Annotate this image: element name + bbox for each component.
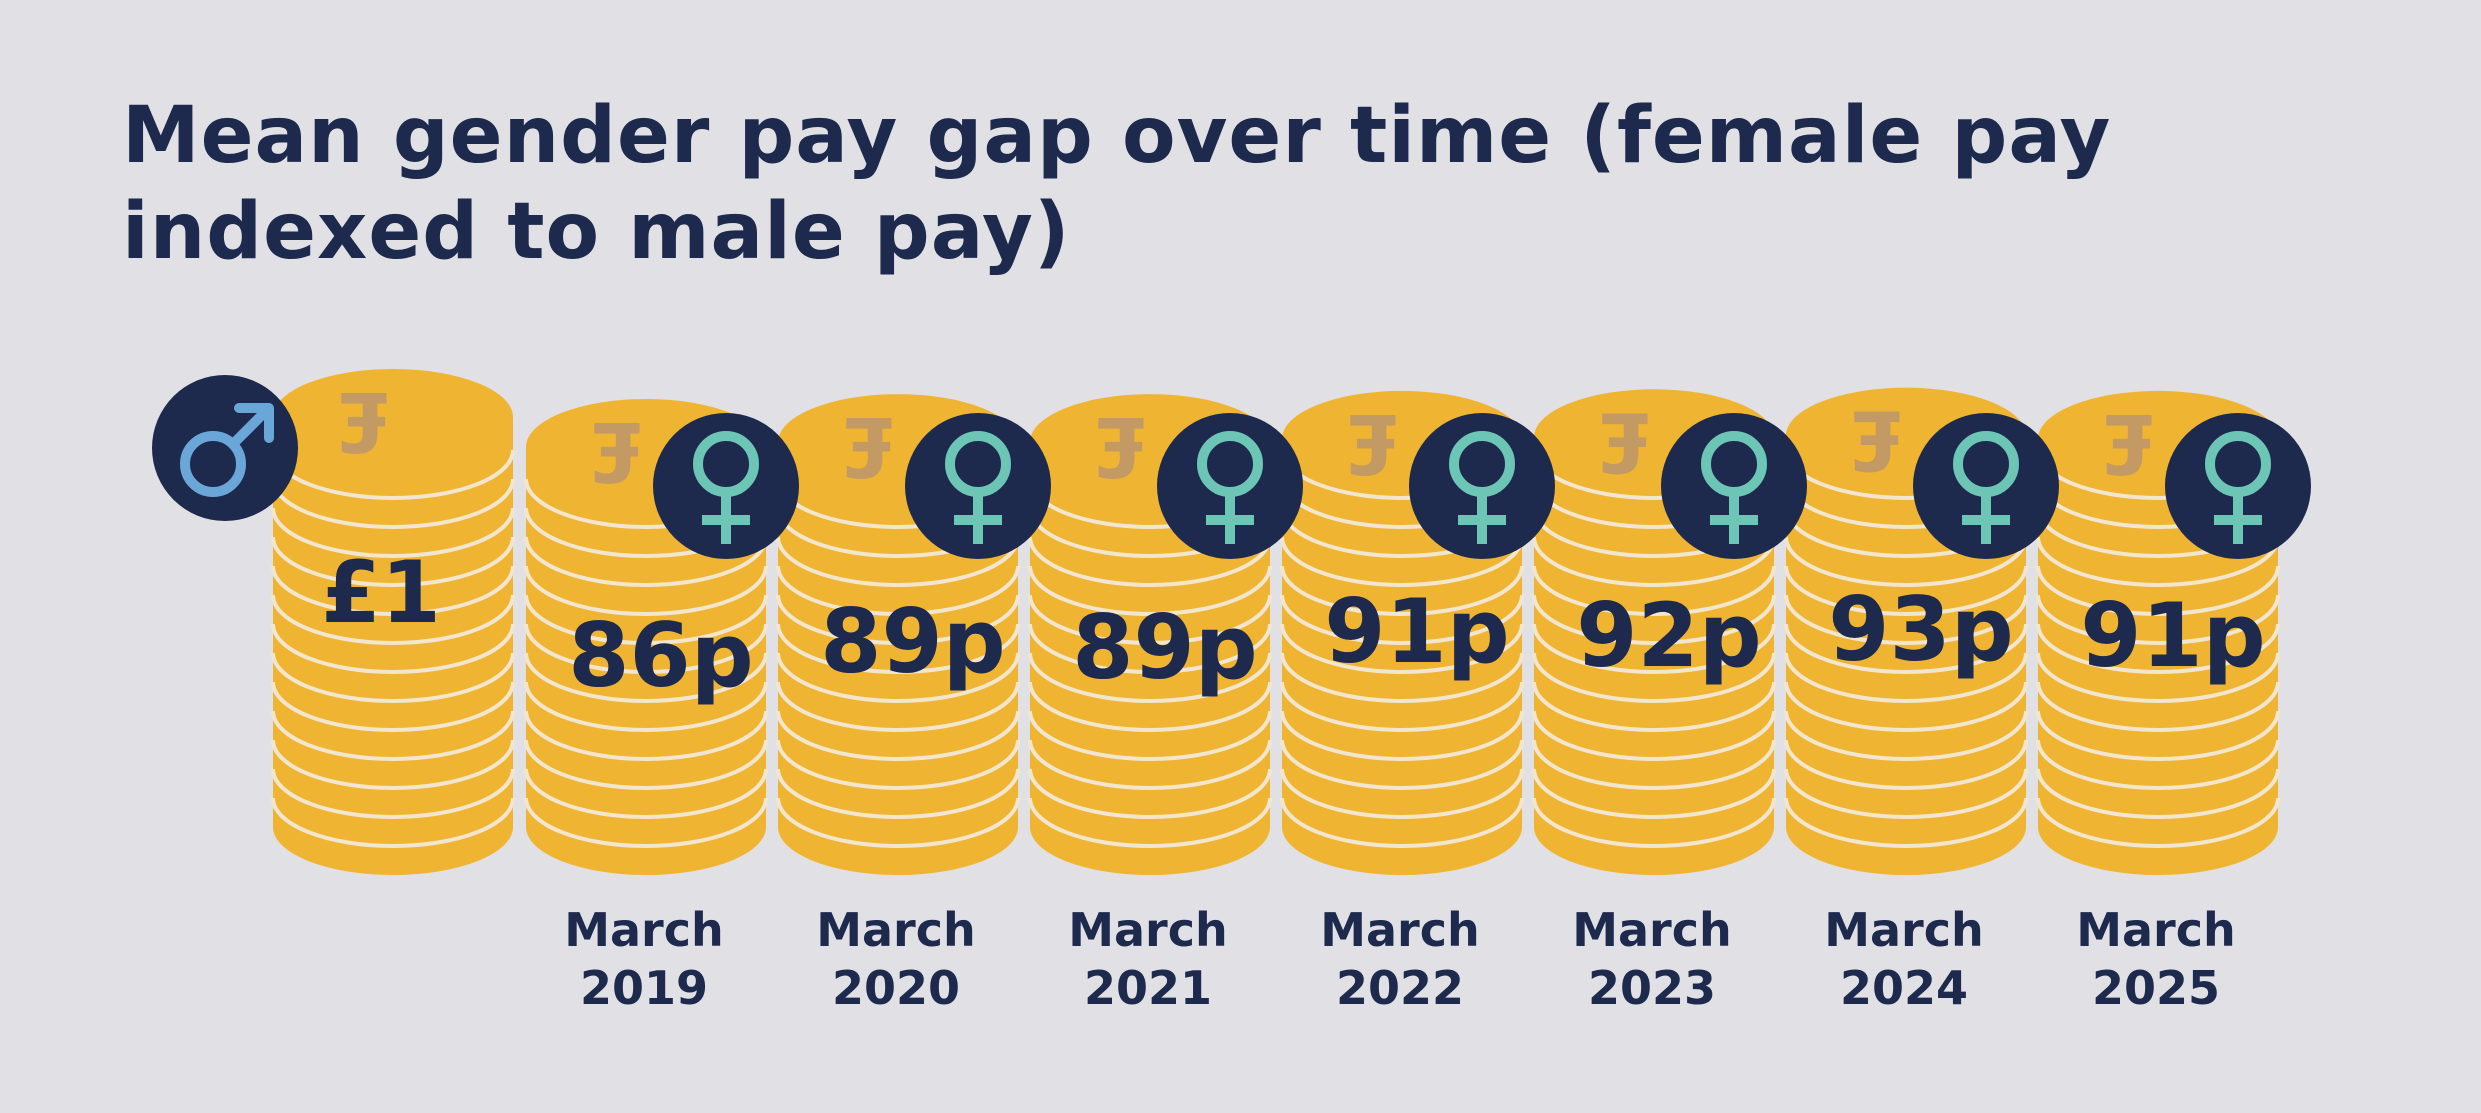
data-label: 91p: [2080, 584, 2265, 687]
coin-edges: [1532, 449, 1776, 848]
coin-stack-body: [273, 417, 513, 875]
pound-emboss-icon: £: [1847, 392, 1904, 487]
female-symbol-icon: [1157, 413, 1303, 559]
female-symbol-icon: [2165, 413, 2311, 559]
coin-edges: [2036, 449, 2280, 848]
x-tick-label: March 2022: [1320, 903, 1480, 1015]
data-label: 93p: [1828, 578, 2013, 681]
female-symbol-icon: [1913, 413, 2059, 559]
female-symbol-icon: [1661, 413, 1807, 559]
x-tick-label: March 2023: [1572, 903, 1732, 1015]
baseline-label: £1: [321, 543, 441, 643]
pound-emboss-icon: £: [839, 398, 896, 493]
data-label: 92p: [1576, 584, 1761, 687]
data-label: 89p: [1072, 596, 1257, 699]
baseline-stack: £: [271, 369, 515, 875]
female-symbol-icon: [905, 413, 1051, 559]
x-tick-label: March 2019: [564, 903, 724, 1015]
data-label: 86p: [568, 604, 753, 707]
male-symbol-icon: [152, 375, 298, 521]
pound-emboss-icon: £: [2099, 395, 2156, 490]
coin-edges: [271, 449, 515, 848]
female-symbol-icon: [1409, 413, 1555, 559]
pound-emboss-icon: £: [334, 373, 391, 468]
pound-emboss-icon: £: [587, 403, 644, 498]
data-label: 89p: [820, 590, 1005, 693]
female-symbol-icon: [653, 413, 799, 559]
pound-emboss-icon: £: [1343, 395, 1400, 490]
chart-title: Mean gender pay gap over time (female pa…: [122, 91, 2112, 277]
x-tick-label: March 2021: [1068, 903, 1228, 1015]
x-tick-label: March 2020: [816, 903, 976, 1015]
pound-emboss-icon: £: [1091, 398, 1148, 493]
x-tick-label: March 2024: [1824, 903, 1984, 1015]
x-tick-label: March 2025: [2076, 903, 2236, 1015]
pound-emboss-icon: £: [1595, 393, 1652, 488]
data-label: 91p: [1324, 580, 1509, 683]
coin-top-face: [273, 369, 513, 465]
